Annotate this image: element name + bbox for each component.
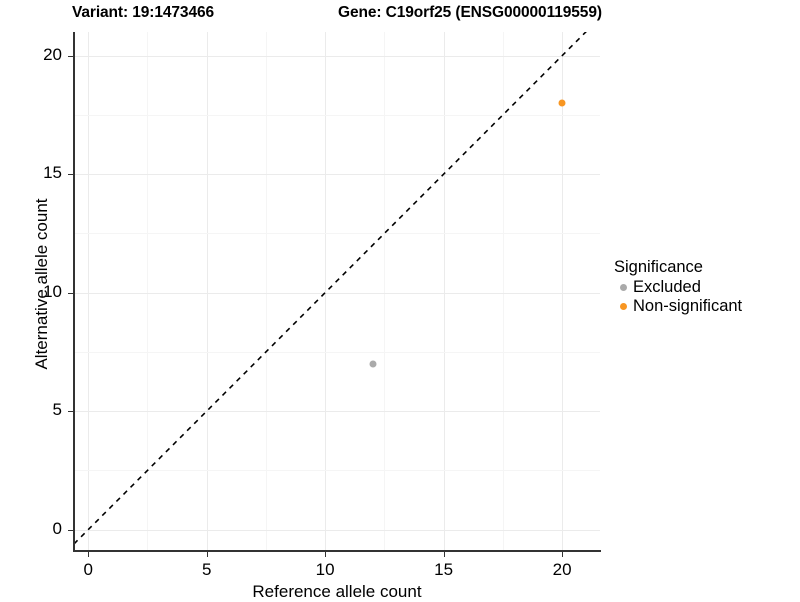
legend-key-swatch — [614, 298, 632, 316]
y-tick-label: 15 — [43, 163, 62, 183]
x-tick-mark — [206, 552, 208, 557]
x-tick-mark — [562, 552, 564, 557]
y-tick-label: 0 — [52, 518, 62, 538]
grid-line-vertical-minor — [265, 32, 267, 551]
grid-line-horizontal-major — [74, 529, 600, 531]
gene-title: Gene: C19orf25 (ENSG00000119559) — [338, 4, 602, 21]
y-tick-label: 20 — [43, 44, 62, 64]
grid-line-horizontal-major — [74, 411, 600, 413]
x-axis-line — [73, 550, 601, 552]
x-tick-mark — [443, 552, 445, 557]
x-tick-mark — [325, 552, 327, 557]
x-tick-label: 15 — [434, 560, 454, 579]
grid-line-vertical-minor — [384, 32, 386, 551]
x-tick-label: 10 — [315, 560, 335, 579]
legend-key-swatch — [614, 279, 632, 297]
grid-line-vertical-minor — [502, 32, 504, 551]
legend-label: Excluded — [633, 278, 701, 296]
chart-title-row: Variant: 19:1473466 Gene: C19orf25 (ENSG… — [0, 4, 800, 26]
grid-line-horizontal-minor — [74, 351, 600, 353]
y-axis-line — [73, 32, 75, 552]
grid-line-vertical-major — [325, 32, 327, 551]
legend-item-excluded[interactable]: Excluded — [614, 278, 798, 297]
x-tick-label: 20 — [552, 560, 572, 579]
y-axis-title: Alternative allele count — [32, 198, 51, 370]
x-tick-label: 5 — [201, 560, 212, 579]
grid-line-horizontal-major — [74, 292, 600, 294]
y-tick-label: 10 — [43, 281, 62, 301]
x-tick-label: 0 — [83, 560, 93, 579]
legend-dot-icon — [619, 284, 627, 291]
y-tick-mark — [68, 174, 73, 176]
grid-line-horizontal-minor — [74, 233, 600, 235]
grid-line-vertical-major — [206, 32, 208, 551]
y-tick-mark — [68, 411, 73, 413]
data-point[interactable] — [369, 360, 377, 368]
variant-title: Variant: 19:1473466 — [72, 4, 215, 21]
legend: Significance Excluded Non-significant — [614, 258, 798, 316]
legend-item-non-significant[interactable]: Non-significant — [614, 297, 798, 316]
y-tick-mark — [68, 529, 73, 531]
legend-title: Significance — [614, 258, 703, 276]
grid-line-vertical-major — [88, 32, 90, 551]
x-axis-title: Reference allele count — [252, 582, 422, 601]
grid-line-vertical-minor — [147, 32, 149, 551]
grid-line-horizontal-major — [74, 55, 600, 57]
grid-line-horizontal-major — [74, 174, 600, 176]
legend-items: Excluded Non-significant — [614, 278, 798, 316]
plot-panel — [74, 32, 600, 551]
y-tick-mark — [68, 55, 73, 57]
x-tick-mark — [88, 552, 90, 557]
y-tick-mark — [68, 292, 73, 294]
legend-label: Non-significant — [633, 297, 743, 315]
y-tick-label: 5 — [52, 400, 62, 420]
grid-line-vertical-major — [562, 32, 564, 551]
legend-dot-icon — [619, 303, 627, 310]
grid-line-horizontal-minor — [74, 470, 600, 472]
data-point[interactable] — [558, 99, 566, 107]
grid-line-vertical-major — [443, 32, 445, 551]
grid-line-horizontal-minor — [74, 114, 600, 116]
